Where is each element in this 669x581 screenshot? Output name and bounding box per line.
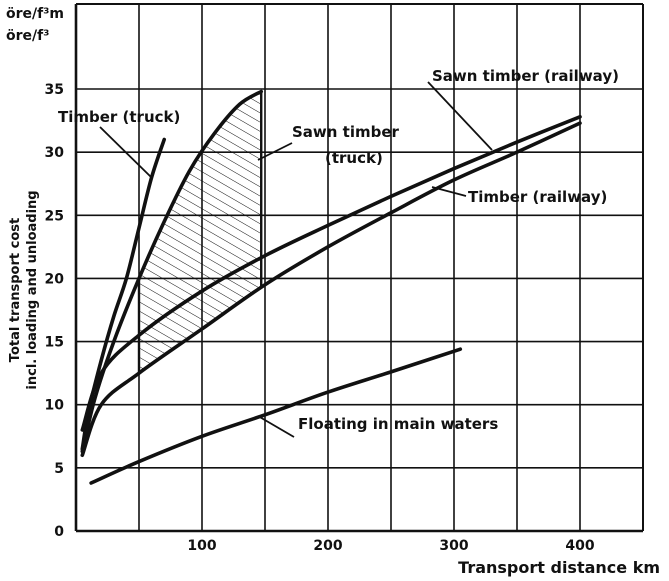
leader-timber-truck: [99, 126, 153, 179]
x-tick-label: 400: [565, 538, 594, 554]
leader-timber-railway: [431, 186, 467, 197]
y-tick-label: 0: [54, 524, 64, 540]
leader-sawn-timber-railway: [427, 81, 493, 151]
y-tick-label: 30: [45, 145, 65, 161]
y-tick-label: 10: [45, 398, 65, 414]
hatched-region: [137, 91, 263, 374]
leader-floating: [257, 415, 295, 438]
annotation-timber-truck: Timber (truck): [58, 108, 180, 126]
leader-sawn-timber-truck: [257, 142, 293, 161]
annotation-timber-railway: Timber (railway): [468, 188, 607, 206]
annotation-sawn-timber-truck-1: Sawn timber: [292, 123, 400, 141]
y-tick-label: 35: [45, 82, 64, 98]
series-lines: [80, 89, 582, 485]
x-tick-label: 300: [439, 538, 468, 554]
x-tick-label: 200: [313, 538, 342, 554]
y-units-line-1: öre/f³m: [6, 6, 64, 22]
x-axis-label: Transport distance km: [458, 558, 660, 577]
series-timber-railway: [80, 121, 582, 458]
hatch-fill: [139, 92, 260, 374]
y-axis-label-line-2: incl. loading and unloading: [25, 190, 40, 389]
x-tick-label: 100: [187, 538, 216, 554]
y-tick-label: 25: [45, 208, 64, 224]
y-tick-label: 5: [54, 461, 64, 477]
annotation-sawn-timber-railway: Sawn timber (railway): [432, 67, 619, 85]
y-tick-label: 20: [45, 271, 65, 287]
axes: [74, 3, 644, 533]
y-axis-label-line-1: Total transport cost: [8, 218, 23, 362]
annotation-sawn-timber-truck-2: (truck): [325, 149, 383, 167]
annotation-floating: Floating in main waters: [298, 415, 498, 433]
series-sawn-timber-railway: [80, 114, 582, 432]
y-tick-label: 15: [45, 335, 64, 351]
series-sawn-timber-truck: [80, 89, 264, 454]
y-units-line-2: öre/f³: [6, 28, 49, 44]
series-floating: [89, 347, 463, 485]
tick-labels: 0 5 10 15 20 25 30 35 100 200 300 400: [45, 82, 595, 554]
